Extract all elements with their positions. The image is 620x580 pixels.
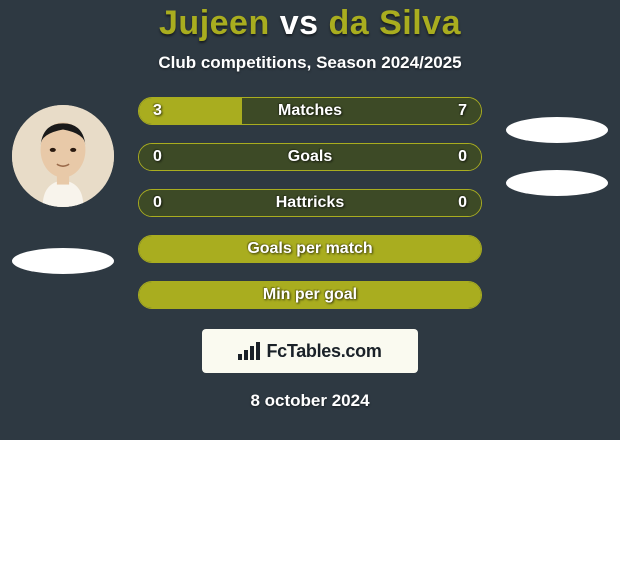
avatar-image-icon [12,105,114,207]
subtitle: Club competitions, Season 2024/2025 [0,53,620,73]
stat-left-value: 0 [153,194,162,212]
player-left-team-badge [12,248,114,274]
stat-bar-matches: 3 Matches 7 [138,97,482,125]
stat-label: Goals [288,148,332,166]
brand-box: FcTables.com [202,329,418,373]
date-text: 8 october 2024 [0,391,620,411]
stat-label: Matches [278,102,342,120]
player-left-col [8,97,118,274]
stat-left-value: 3 [153,102,162,120]
stat-label: Min per goal [263,286,357,304]
stat-bar-min-per-goal: Min per goal [138,281,482,309]
brand-text: FcTables.com [266,341,381,362]
player2-name: da Silva [328,4,461,42]
comparison-card: Jujeen vs da Silva Club competitions, Se… [0,0,620,440]
player-right-team-badge-2 [506,170,608,196]
player-right-team-badge-1 [506,117,608,143]
stat-right-value: 0 [458,194,467,212]
player-left-avatar [12,105,114,207]
stat-label: Hattricks [276,194,344,212]
stat-bar-goals: 0 Goals 0 [138,143,482,171]
vs-text: vs [280,4,319,42]
stat-bar-goals-per-match: Goals per match [138,235,482,263]
stat-left-value: 0 [153,148,162,166]
player-right-col [502,97,612,196]
stat-right-value: 0 [458,148,467,166]
stats-bars: 3 Matches 7 0 Goals 0 0 Hattricks 0 Goals per mat… [138,97,482,309]
stat-right-value: 7 [458,102,467,120]
stat-label: Goals per match [247,240,372,258]
stat-bar-hattricks: 0 Hattricks 0 [138,189,482,217]
player-right-badges [506,105,608,196]
brand-bars-icon [238,342,260,360]
player1-name: Jujeen [159,4,270,42]
content-row: 3 Matches 7 0 Goals 0 0 Hattricks 0 Goals per mat… [0,97,620,309]
page-title: Jujeen vs da Silva [0,4,620,43]
